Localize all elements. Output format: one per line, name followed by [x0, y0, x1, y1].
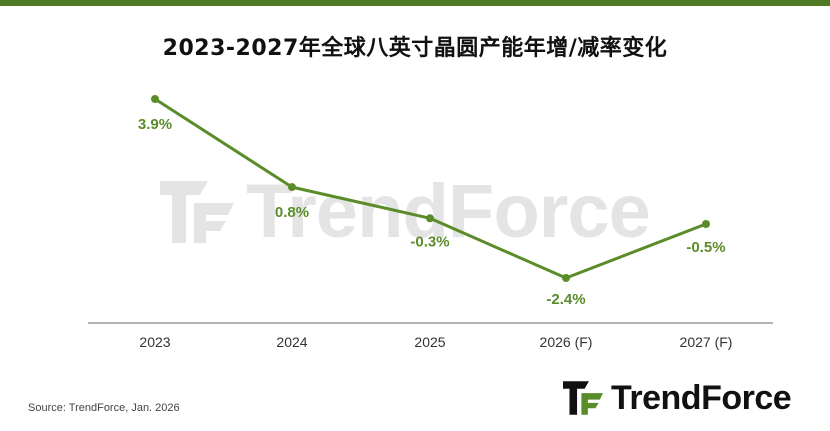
x-tick-label: 2023 — [139, 334, 170, 350]
top-accent-bar — [0, 0, 830, 6]
data-point — [288, 183, 296, 192]
data-point — [562, 274, 570, 282]
data-point — [702, 220, 710, 228]
x-tick-label: 2026 (F) — [540, 334, 593, 350]
x-tick-label: 2025 — [414, 334, 445, 350]
line-chart: 3.9% 2023 0.8% 2024 -0.3% 2025 -2.4% 2026 (F) -0… — [88, 95, 773, 350]
x-tick-label: 2024 — [276, 334, 307, 350]
trendforce-logo-icon — [563, 381, 603, 415]
x-tick-label: 2027 (F) — [680, 334, 733, 350]
data-label: -2.4% — [546, 291, 585, 308]
data-label: 3.9% — [138, 116, 172, 133]
trendforce-logo: TrendForce — [563, 376, 792, 420]
data-point — [426, 214, 434, 223]
chart-title: 2023-2027年全球八英寸晶圆产能年增/减率变化 — [162, 36, 668, 61]
source-note: Source: TrendForce, Jan. 2026 — [28, 402, 180, 414]
data-label: -0.5% — [686, 239, 725, 256]
logo-brand-text: TrendForce — [611, 378, 792, 417]
data-label: 0.8% — [275, 204, 309, 221]
series-line — [153, 97, 708, 280]
data-point — [151, 95, 159, 103]
data-label: -0.3% — [410, 233, 449, 250]
